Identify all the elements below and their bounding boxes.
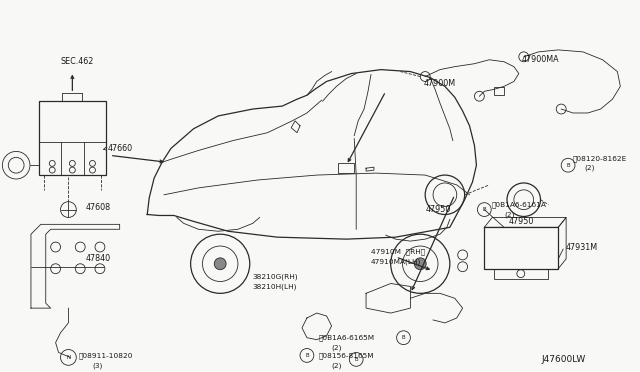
Bar bbox=[39, 101, 106, 175]
Text: 47910MA(LH): 47910MA(LH) bbox=[371, 259, 421, 265]
Text: Ⓒ0B1A6-6161A: Ⓒ0B1A6-6161A bbox=[492, 201, 546, 208]
Text: (3): (3) bbox=[92, 362, 102, 369]
Text: 47900M: 47900M bbox=[423, 79, 455, 88]
Text: 38210H(LH): 38210H(LH) bbox=[253, 283, 297, 290]
Text: 47950: 47950 bbox=[425, 205, 451, 214]
Circle shape bbox=[214, 258, 226, 270]
Text: SEC.462: SEC.462 bbox=[61, 57, 94, 66]
Text: (2): (2) bbox=[332, 344, 342, 351]
Text: 47931M: 47931M bbox=[565, 243, 597, 251]
Text: N: N bbox=[67, 355, 70, 360]
Text: (2): (2) bbox=[332, 362, 342, 369]
Text: B: B bbox=[483, 207, 486, 212]
Bar bbox=[484, 227, 558, 269]
Text: 47910M  〈RH〉: 47910M 〈RH〉 bbox=[371, 248, 425, 255]
Text: Ⓒ08120-8162E: Ⓒ08120-8162E bbox=[573, 155, 627, 161]
Text: B: B bbox=[566, 163, 570, 168]
Text: B: B bbox=[355, 357, 358, 362]
Text: ⓝ08911-10820: ⓝ08911-10820 bbox=[78, 352, 132, 359]
Bar bbox=[339, 163, 354, 173]
Text: 47660: 47660 bbox=[108, 144, 133, 153]
Bar bbox=[494, 269, 548, 279]
Text: Ⓒ08156-8165M: Ⓒ08156-8165M bbox=[319, 352, 374, 359]
Circle shape bbox=[414, 258, 426, 270]
Text: 47840: 47840 bbox=[85, 254, 110, 263]
Text: (2): (2) bbox=[585, 165, 595, 171]
Text: J47600LW: J47600LW bbox=[541, 355, 586, 364]
Text: B: B bbox=[305, 353, 308, 358]
Bar bbox=[494, 87, 504, 95]
Text: 47950: 47950 bbox=[509, 217, 534, 226]
Text: B: B bbox=[402, 335, 405, 340]
Text: (2): (2) bbox=[504, 211, 515, 218]
Text: Ⓒ0B1A6-6165M: Ⓒ0B1A6-6165M bbox=[319, 334, 375, 341]
Text: 38210G(RH): 38210G(RH) bbox=[253, 273, 298, 280]
Text: 47608: 47608 bbox=[85, 203, 110, 212]
Text: 47900MA: 47900MA bbox=[522, 55, 559, 64]
